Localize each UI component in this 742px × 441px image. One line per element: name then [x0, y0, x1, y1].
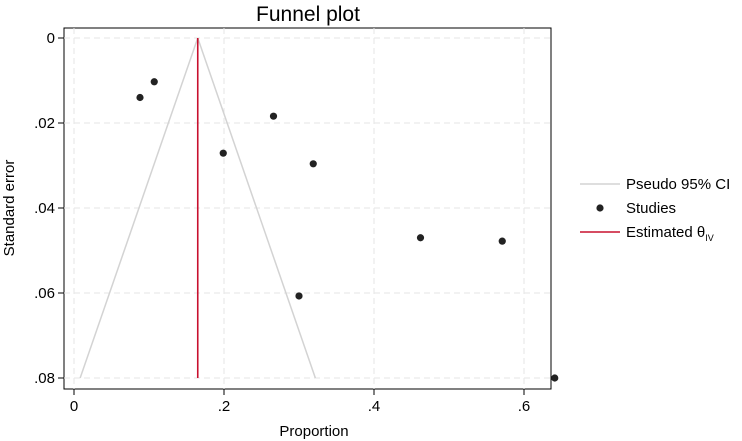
y-tick-label-3: .06 [34, 285, 55, 302]
x-axis-label: Proportion [279, 423, 348, 440]
study-point-0 [136, 93, 144, 102]
legend-estimate-subscript: IV [705, 233, 714, 243]
study-points [136, 78, 559, 382]
study-point-7 [498, 237, 506, 245]
y-tick-label-4: .08 [34, 370, 55, 387]
y-tick-label-0: 0 [47, 30, 55, 47]
study-point-8 [551, 374, 559, 382]
legend-estimate-main: Estimated θ [626, 224, 705, 241]
x-tick-label-0: 0 [70, 398, 78, 415]
study-point-4 [309, 160, 317, 168]
legend: Pseudo 95% CI Studies Estimated θIV [580, 176, 730, 243]
x-tick-label-3: .6 [518, 398, 531, 415]
study-point-3 [269, 112, 278, 120]
legend-estimate-label: Estimated θIV [626, 224, 714, 243]
grid-lines [64, 28, 551, 389]
legend-studies-marker [596, 204, 604, 212]
study-point-5 [295, 292, 303, 300]
x-tick-label-2: .4 [368, 398, 381, 415]
ci-right-boundary [197, 37, 317, 379]
x-tick-label-1: .2 [218, 398, 231, 415]
y-axis-label: Standard error [1, 160, 18, 257]
legend-studies-label: Studies [626, 200, 676, 217]
y-tick-label-1: .02 [34, 115, 55, 132]
study-point-6 [416, 234, 425, 242]
x-axis: 0 .2 .4 .6 [70, 389, 530, 415]
study-point-1 [150, 78, 158, 86]
y-axis: 0 .02 .04 .06 .08 [34, 30, 64, 387]
pseudo-ci-funnel [79, 37, 317, 379]
ci-left-boundary [79, 37, 199, 379]
study-point-2 [219, 149, 227, 157]
y-tick-label-2: .04 [34, 200, 55, 217]
chart-title: Funnel plot [256, 3, 360, 26]
legend-ci-label: Pseudo 95% CI [626, 176, 730, 193]
